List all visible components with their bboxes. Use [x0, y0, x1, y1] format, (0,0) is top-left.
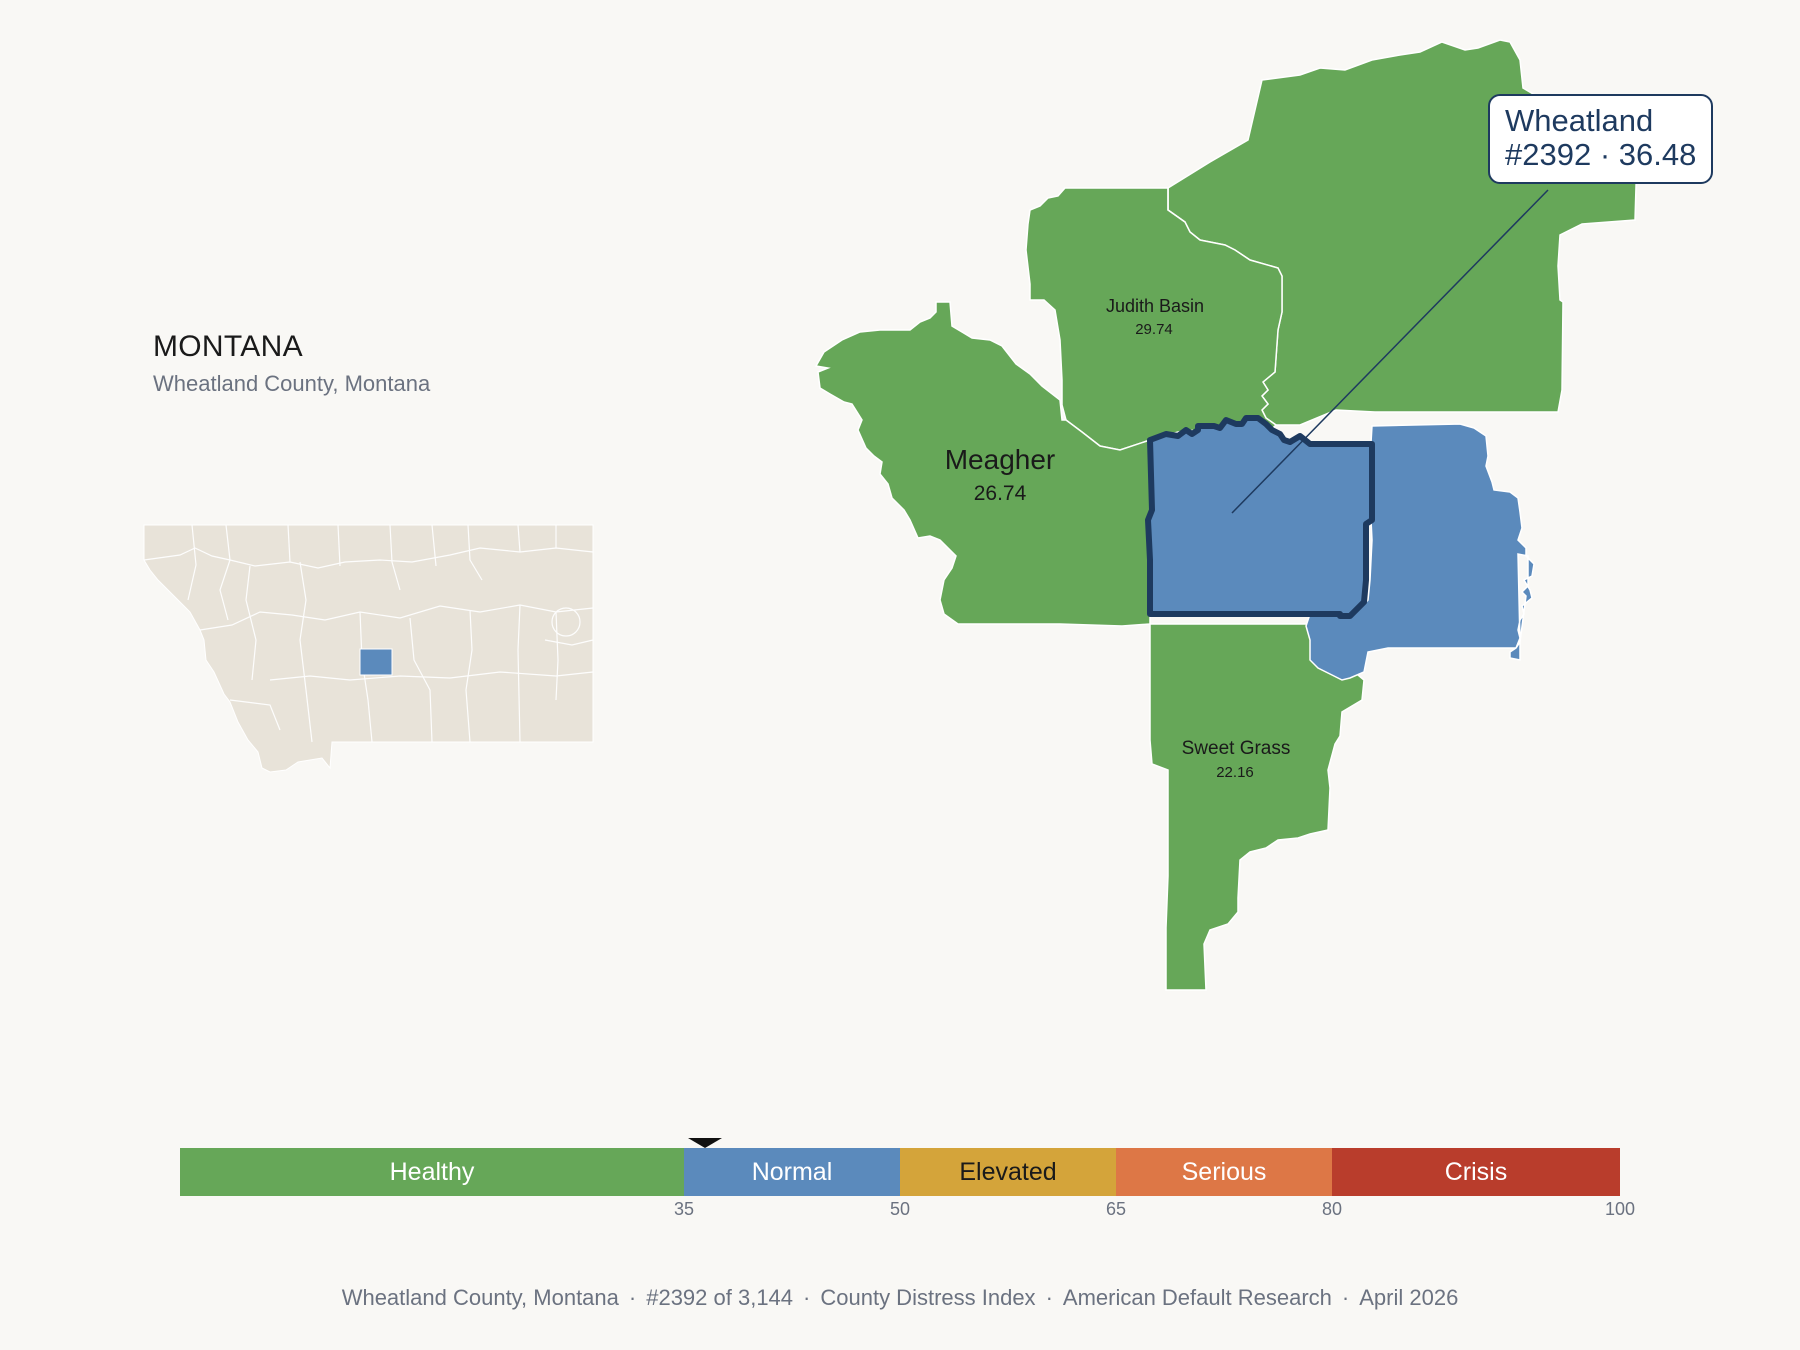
wheatland-callout: Wheatland #2392 · 36.48 — [1488, 94, 1714, 184]
label-sweet-grass-value: 22.16 — [1216, 764, 1254, 781]
legend-tick-65: 65 — [1105, 1199, 1127, 1219]
state-title: MONTANA — [153, 330, 303, 363]
county-borders — [143, 524, 594, 743]
legend-bar: Healthy Normal Elevated Serious Crisis — [180, 1148, 1620, 1196]
label-meagher-name: Meagher — [945, 444, 1056, 475]
legend-segment-serious: Serious — [1116, 1148, 1332, 1196]
legend-segment-healthy: Healthy — [180, 1148, 684, 1196]
footer: Wheatland County, Montana · #2392 of 3,144… — [341, 1285, 1459, 1310]
legend-segment-elevated: Elevated — [900, 1148, 1116, 1196]
footer-rank: #2392 of 3,144 — [646, 1285, 794, 1310]
legend-segment-normal: Normal — [684, 1148, 900, 1196]
footer-index: County Distress Index — [820, 1285, 1036, 1310]
legend-tick-100: 100 — [1604, 1199, 1636, 1219]
county-wheatland[interactable] — [1145, 415, 1375, 619]
main-county-map: Meagher 26.74 Judith Basin 29.74 Sweet G… — [814, 39, 1639, 991]
legend-tick-80: 80 — [1321, 1199, 1343, 1219]
county-sweet-grass[interactable] — [1149, 623, 1365, 991]
inset-highlight-wheatland — [359, 648, 393, 676]
callout-rank-value: #2392 · 36.48 — [1505, 137, 1697, 172]
legend-segment-crisis: Crisis — [1332, 1148, 1620, 1196]
label-judith-basin-name: Judith Basin — [1106, 296, 1204, 316]
state-inset-map — [143, 524, 594, 773]
legend-tick-50: 50 — [889, 1199, 911, 1219]
county-east-normal[interactable] — [1305, 423, 1535, 681]
label-meagher-value: 26.74 — [974, 482, 1027, 505]
callout-leader-line — [1231, 189, 1549, 514]
label-sweet-grass-name: Sweet Grass — [1182, 738, 1291, 759]
county-subtitle: Wheatland County, Montana — [153, 371, 431, 396]
county-meagher[interactable] — [814, 301, 1151, 627]
legend-marker-pointer — [688, 1138, 723, 1148]
footer-date: April 2026 — [1359, 1285, 1459, 1310]
footer-source: American Default Research — [1062, 1285, 1332, 1310]
label-judith-basin-value: 29.74 — [1135, 321, 1173, 338]
footer-county: Wheatland County, Montana — [341, 1285, 619, 1310]
callout-county-name: Wheatland — [1505, 103, 1654, 138]
legend-tick-35: 35 — [673, 1199, 695, 1219]
